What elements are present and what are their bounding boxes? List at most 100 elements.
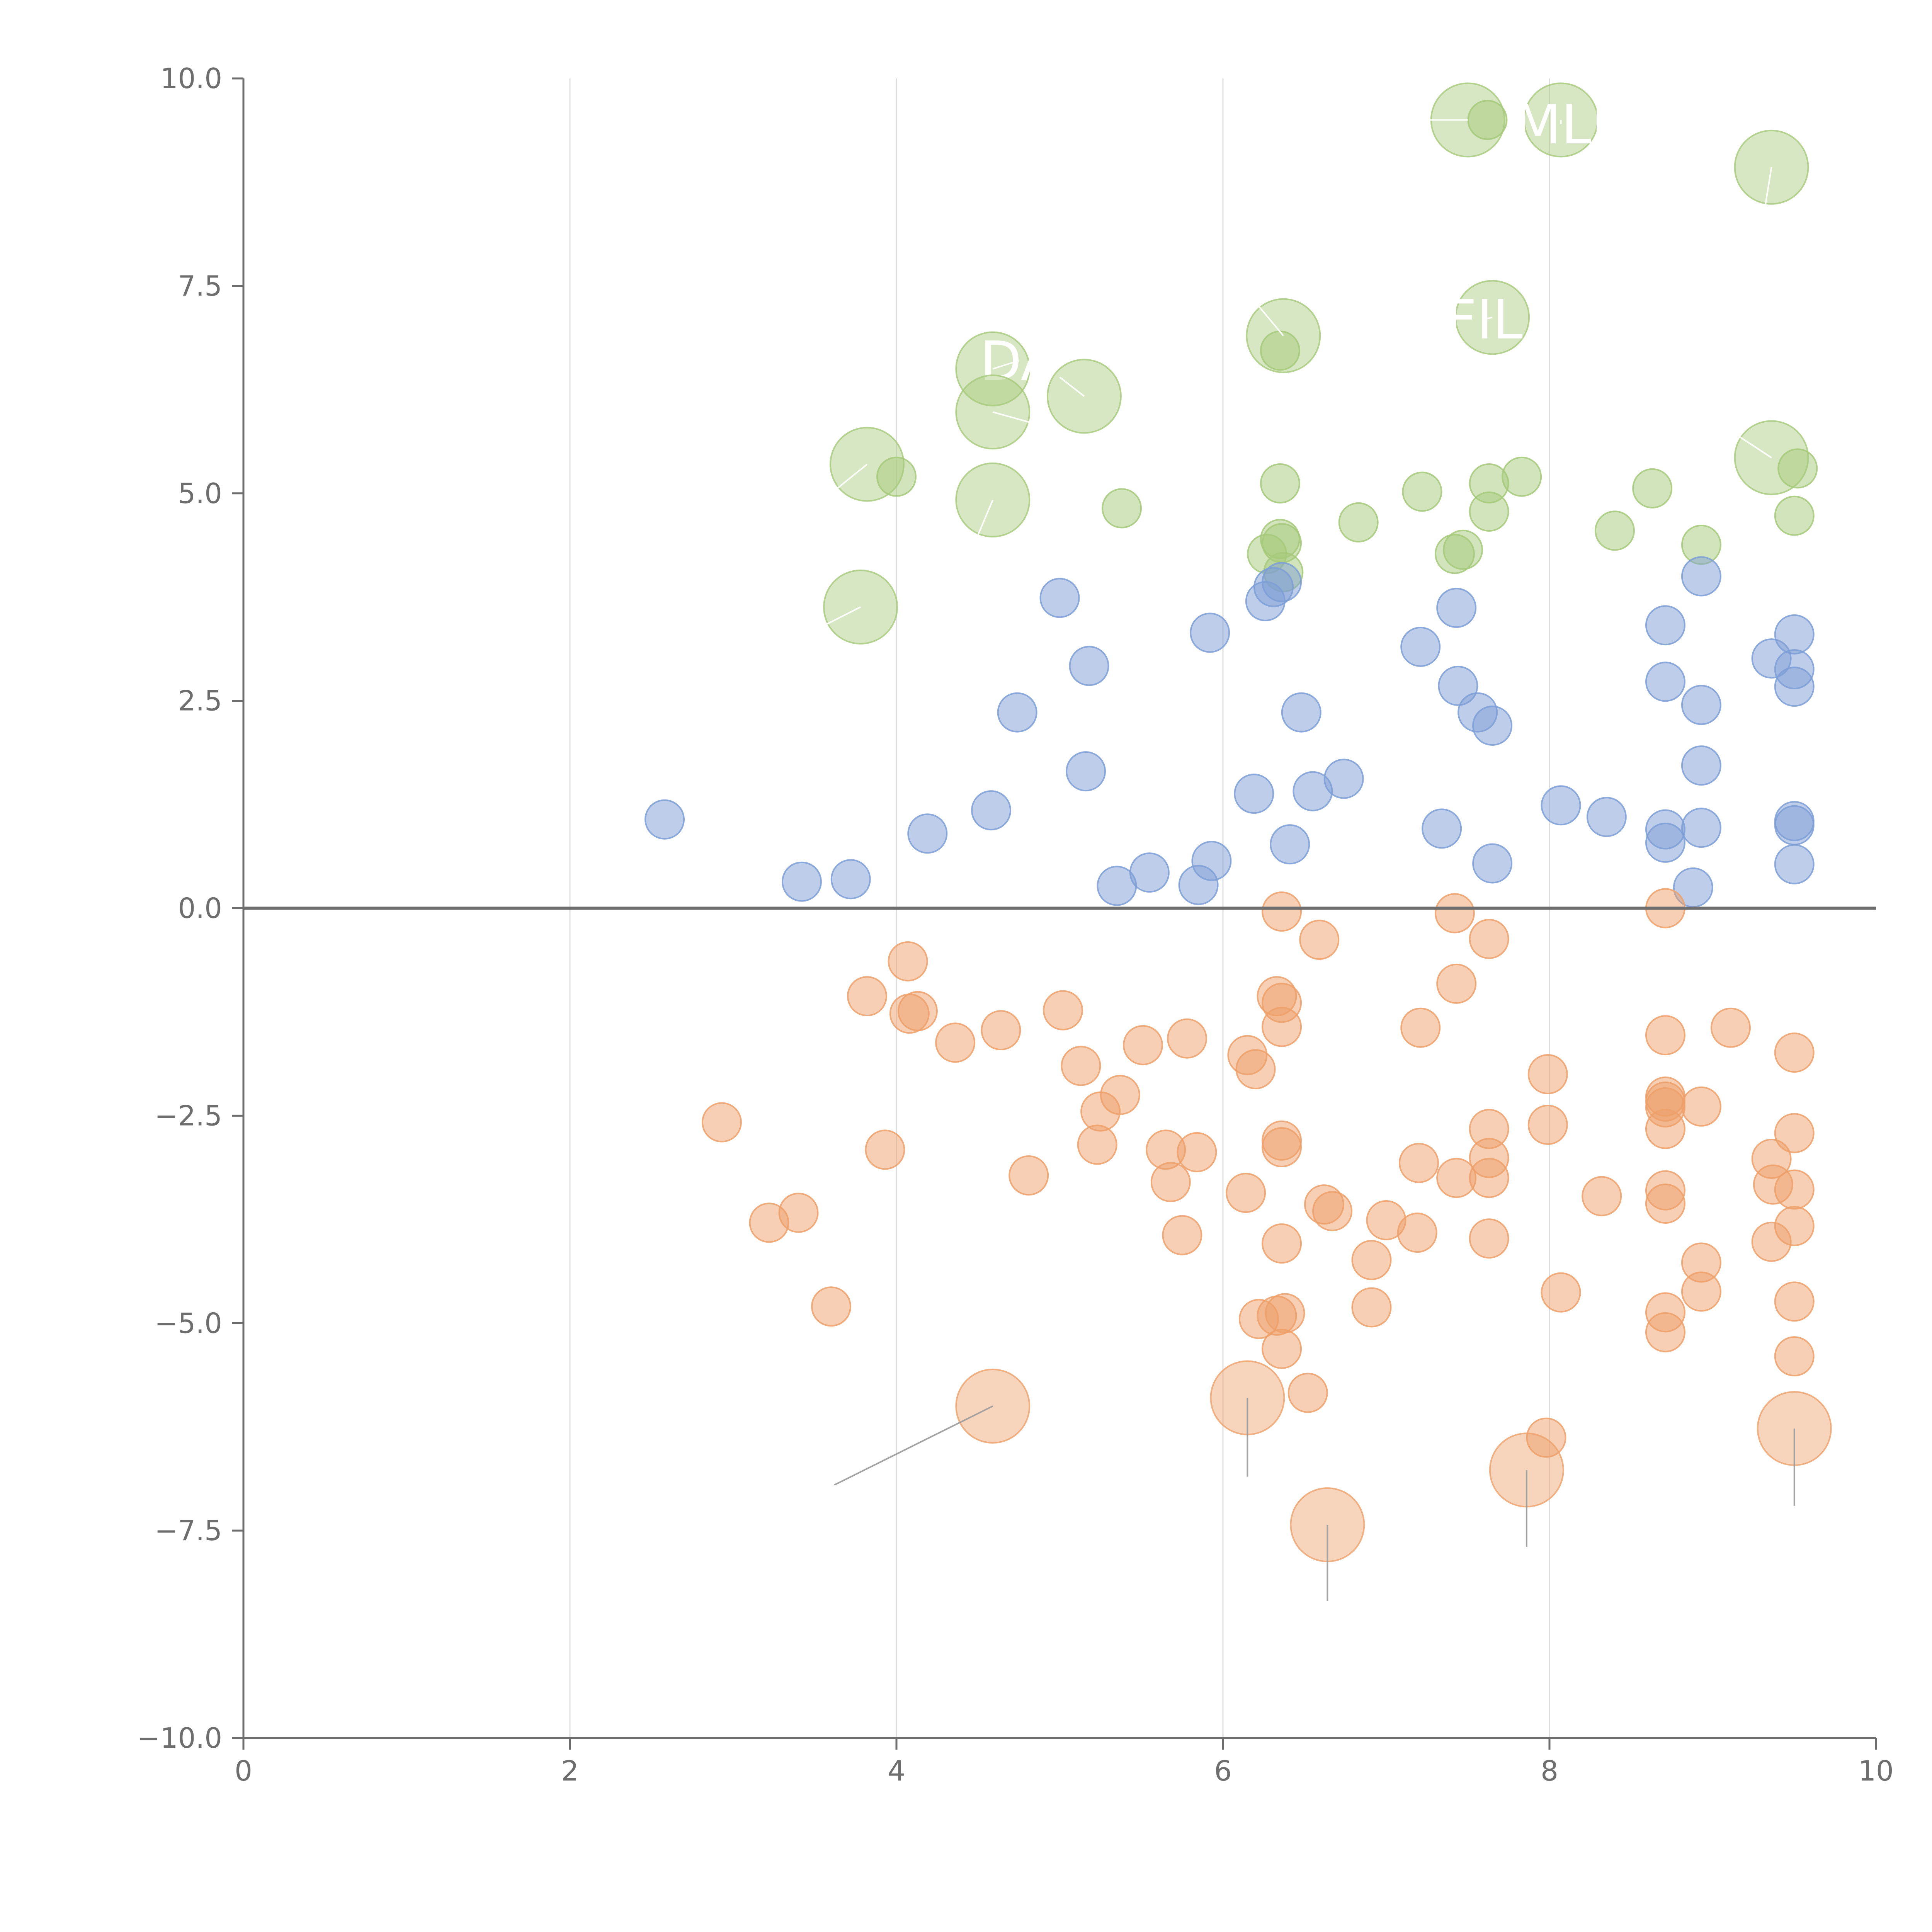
blue-point [1400,627,1441,667]
orange-point [1312,1191,1353,1231]
orange-point [1061,1046,1101,1086]
blue-point [1422,808,1462,849]
orange-point [1043,990,1083,1031]
orange-point [1162,1215,1202,1255]
x-tick-label: 4 [888,1755,905,1787]
blue-point [1069,646,1109,686]
blue-point [645,799,685,840]
orange-point [1150,1162,1191,1202]
orange-point [1399,1143,1439,1183]
annotation-leader-line [1059,376,1085,397]
orange-point [1645,1015,1685,1056]
orange-point [847,976,887,1017]
annotation-leader-line [822,606,861,627]
blue-point [1645,662,1685,702]
orange-point [1774,1336,1815,1377]
orange-point [1397,1213,1437,1253]
x-tick-group: 0 2 4 6 8 10 [235,1738,1894,1787]
blue-point [1681,685,1721,725]
blue-point [1190,612,1230,653]
y-tick-label: −7.5 [155,1514,222,1547]
green-large-bubble [1734,129,1809,205]
annotation-label: FIL [1446,289,1523,352]
orange-point [1681,1086,1721,1127]
green-point [1467,100,1508,140]
orange-point [1100,1075,1140,1115]
x-tick-label: 8 [1541,1755,1558,1787]
y-tick-label: 10.0 [160,62,222,95]
orange-point [811,1286,851,1327]
orange-point [1122,1025,1163,1065]
data-points [645,100,1818,1458]
y-tick-label: −10.0 [137,1722,222,1754]
blue-point [1039,578,1080,618]
blue-point [1681,808,1721,848]
y-tick-label: 7.5 [178,270,222,302]
blue-point [907,813,948,854]
orange-point [1436,963,1477,1004]
orange-point [1527,1104,1568,1145]
green-point [1632,468,1673,509]
orange-point [1774,1281,1815,1322]
blue-point [1645,822,1685,863]
orange-point [1774,1113,1815,1153]
orange-point [1262,1328,1302,1369]
orange-point [1434,893,1475,934]
x-tick-label: 2 [561,1755,579,1787]
blue-point [1681,745,1721,786]
blue-point [1234,774,1274,814]
orange-point [1287,1372,1328,1413]
orange-point [1774,1169,1815,1210]
blue-point [830,859,871,900]
orange-point [1299,920,1340,960]
blue-point [971,790,1012,831]
orange-point [1351,1287,1392,1328]
annotation-leader-line [1484,316,1493,320]
blue-point [1262,562,1302,602]
y-tick-label: 5.0 [178,477,222,510]
annotation-leader-line [1736,434,1772,459]
blue-point [1191,841,1232,881]
blue-point [1281,692,1321,733]
y-tick-group: 10.0 7.5 5.0 2.5 0.0 −2.5 −5.0 −7.5 −10.0 [137,62,243,1754]
green-point [1469,491,1509,532]
blue-point [1774,805,1815,845]
green-point [876,456,917,497]
annotation-label: DA [980,330,1058,393]
orange-point [1469,1218,1509,1259]
x-tick-label: 0 [235,1755,252,1787]
blue-point [1270,824,1310,865]
orange-point [888,941,928,981]
orange-point [1710,1007,1751,1048]
green-point [1502,456,1542,497]
orange-point [701,1102,742,1143]
orange-point [1527,1054,1568,1094]
orange-point [1774,1032,1815,1073]
orange-point [1167,1018,1208,1059]
large-bubbles: MLI FIL DA [822,82,1832,1601]
y-tick-label: −2.5 [155,1099,222,1132]
blue-point [1774,667,1815,707]
x-tick-label: 10 [1858,1755,1894,1787]
green-point [1595,510,1635,551]
annotation-leader-line [834,1405,993,1486]
y-tick-label: −5.0 [155,1307,222,1339]
blue-point [1472,843,1513,884]
blue-point [1472,706,1513,746]
annotation-label: MLI [1515,94,1607,156]
green-point [1774,495,1815,536]
orange-point [1262,891,1302,932]
orange-point [1265,1293,1305,1333]
orange-point [1469,918,1509,959]
blue-point [1681,556,1721,597]
orange-point [1351,1240,1392,1281]
annotation-leader-line [1255,302,1284,337]
orange-point [1645,1312,1685,1352]
blue-point [1774,844,1815,884]
blue-point [1323,759,1364,799]
green-point [1777,448,1818,489]
orange-point [865,1129,905,1170]
orange-point [1262,1223,1302,1264]
blue-point [1774,614,1815,655]
